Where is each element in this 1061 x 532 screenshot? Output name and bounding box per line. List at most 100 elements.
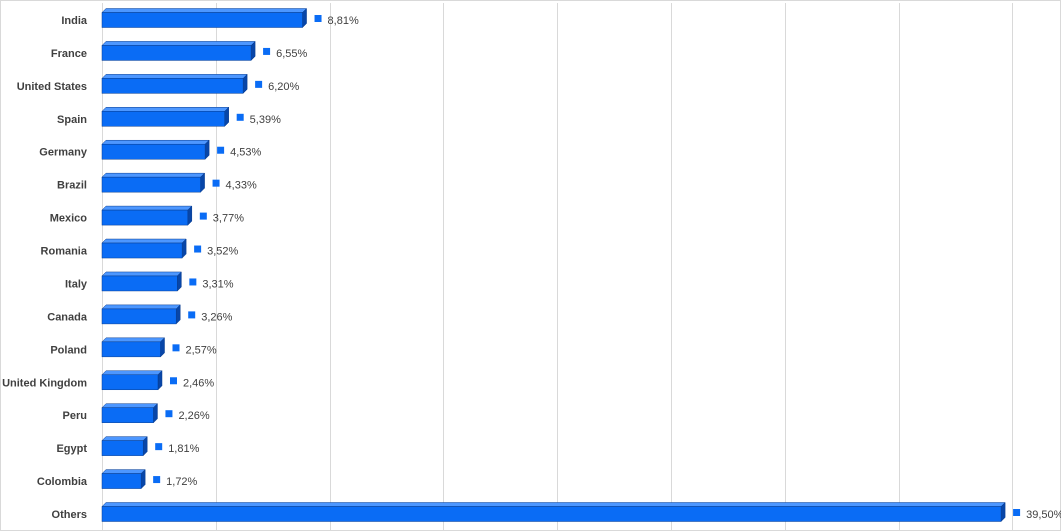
bar: [101, 73, 248, 94]
bar-front-face: [101, 176, 201, 193]
category-label: Brazil: [57, 180, 87, 192]
value-label: 6,20%: [268, 81, 299, 93]
bar: [101, 468, 146, 490]
bar-top-face: [101, 271, 182, 277]
value-marker: [172, 344, 180, 352]
value-marker: [255, 80, 263, 88]
bar-front-face: [101, 143, 206, 160]
bar-front-face: [101, 78, 244, 94]
bar-front-face: [101, 440, 144, 456]
category-label: United Kingdom: [2, 377, 87, 389]
value-label: 3,26%: [201, 311, 232, 323]
category-labels: India France United States Spain Germany Braz…: [2, 15, 88, 521]
bar: [101, 304, 181, 325]
value-label: 6,55%: [276, 48, 307, 60]
bar-front-face: [101, 308, 177, 325]
value-label: 39,50%: [1026, 509, 1061, 521]
value-label: 5,39%: [250, 114, 281, 126]
value-marker: [236, 113, 244, 121]
bar-top-face: [101, 502, 1006, 507]
bar: [101, 106, 230, 127]
value-marker: [165, 410, 173, 418]
bar-top-face: [101, 403, 159, 408]
value-label: 2,57%: [185, 344, 216, 356]
bar-front-face: [101, 209, 189, 226]
category-label: Germany: [39, 147, 88, 159]
category-label: France: [51, 48, 87, 60]
category-label: Egypt: [56, 443, 87, 455]
bar: [101, 370, 163, 391]
category-label: United States: [17, 81, 87, 93]
value-label: 4,33%: [226, 180, 257, 192]
category-label: Romania: [41, 246, 88, 258]
value-marker: [189, 278, 197, 286]
bar-top-face: [101, 41, 256, 46]
value-label: 3,31%: [202, 278, 233, 290]
bar-top-face: [101, 436, 148, 441]
bar-top-face: [101, 139, 210, 145]
bar-top-face: [101, 337, 166, 343]
value-label: 3,52%: [207, 246, 238, 258]
value-marker: [217, 146, 225, 154]
bar: [101, 403, 159, 424]
value-labels: 8,81% 6,55% 6,20% 5,39% 4,53% 4,33% 3,77% 3,52%…: [153, 15, 1061, 521]
bar: [101, 205, 193, 226]
bar-top-face: [101, 8, 308, 13]
value-marker: [194, 245, 202, 253]
bar: [101, 501, 1006, 523]
value-marker: [153, 476, 161, 484]
bar: [101, 436, 148, 457]
category-label: Peru: [63, 410, 87, 422]
bar-front-face: [101, 374, 159, 391]
value-marker: [199, 212, 207, 220]
value-label: 1,72%: [166, 476, 197, 488]
value-label: 8,81%: [328, 15, 359, 27]
bar-front-face: [101, 12, 303, 28]
category-label: Spain: [57, 114, 87, 126]
category-label: Poland: [50, 344, 87, 356]
bar: [101, 40, 256, 62]
value-marker: [263, 47, 271, 55]
bar: [101, 271, 182, 292]
bar-top-face: [101, 238, 187, 244]
value-label: 3,77%: [213, 213, 244, 225]
category-label: Canada: [47, 311, 88, 323]
category-label: Colombia: [37, 476, 88, 488]
bar-top-face: [101, 469, 146, 474]
bar: [101, 337, 166, 358]
bar-top-face: [101, 304, 181, 310]
bar-top-face: [101, 370, 163, 376]
bar: [101, 139, 210, 160]
category-label: Mexico: [50, 213, 88, 225]
category-label: Italy: [65, 278, 88, 290]
bar-top-face: [101, 205, 193, 211]
bar-front-face: [101, 242, 183, 259]
bar-front-face: [101, 473, 142, 489]
bar: [101, 7, 308, 29]
bar-front-face: [101, 45, 252, 61]
bar-front-face: [101, 506, 1002, 522]
bar-top-face: [101, 172, 206, 178]
value-marker: [314, 15, 322, 22]
bar-front-face: [101, 407, 154, 423]
value-marker: [1013, 509, 1021, 516]
value-label: 2,26%: [178, 410, 209, 422]
value-marker: [212, 179, 220, 187]
bars: [101, 7, 1006, 523]
value-label: 1,81%: [168, 443, 199, 455]
category-label: India: [61, 15, 88, 27]
bar-top-face: [101, 74, 248, 79]
bar: [101, 238, 187, 259]
value-marker: [155, 443, 163, 451]
bar-top-face: [101, 107, 230, 112]
value-label: 2,46%: [183, 377, 214, 389]
value-label: 4,53%: [230, 147, 261, 159]
value-marker: [169, 377, 177, 385]
category-label: Others: [52, 509, 87, 521]
bar: [101, 172, 206, 193]
bar-front-face: [101, 111, 225, 127]
value-marker: [188, 311, 196, 319]
bar-front-face: [101, 275, 178, 292]
